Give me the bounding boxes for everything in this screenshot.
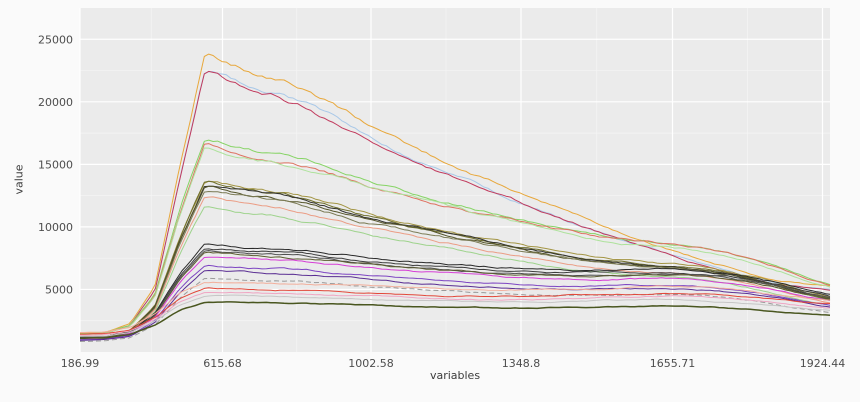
y-axis-label: value [12,164,26,195]
plot-panel [80,8,830,352]
x-tick-label: 1655.71 [650,357,696,370]
series-line-series-20 [79,270,831,341]
series-line-series-1 [80,53,831,334]
series-line-series-23 [79,287,831,335]
series-line-series-10 [79,185,831,339]
series-line-series-5 [79,143,831,335]
series-line-series-17 [80,251,831,339]
x-tick-label: 615.68 [203,357,242,370]
series-line-series-3 [79,70,831,335]
y-tick-label: 25000 [38,33,73,46]
x-tick-label: 186.99 [61,357,100,370]
series-line-series-18 [80,256,831,340]
series-line-series-6 [79,147,831,336]
x-tick-label: 1002.58 [348,357,394,370]
series-line-series-22 [80,281,830,333]
x-axis-label: variables [429,369,481,382]
x-tick-label: 1924.44 [800,357,846,370]
series-line-series-21 [79,277,831,342]
series-line-series-26 [80,301,831,339]
series-line-series-13 [79,206,831,340]
y-tick-label: 10000 [38,221,73,234]
y-tick-label: 5000 [45,283,73,296]
series-line-series-7 [79,180,831,338]
series-line-series-14 [79,243,831,338]
y-tick-label: 20000 [38,96,73,109]
x-tick-label: 1348.8 [502,357,541,370]
y-tick-label: 15000 [38,158,73,171]
series-line-series-24 [79,291,830,336]
series-line-series-25 [79,294,831,337]
